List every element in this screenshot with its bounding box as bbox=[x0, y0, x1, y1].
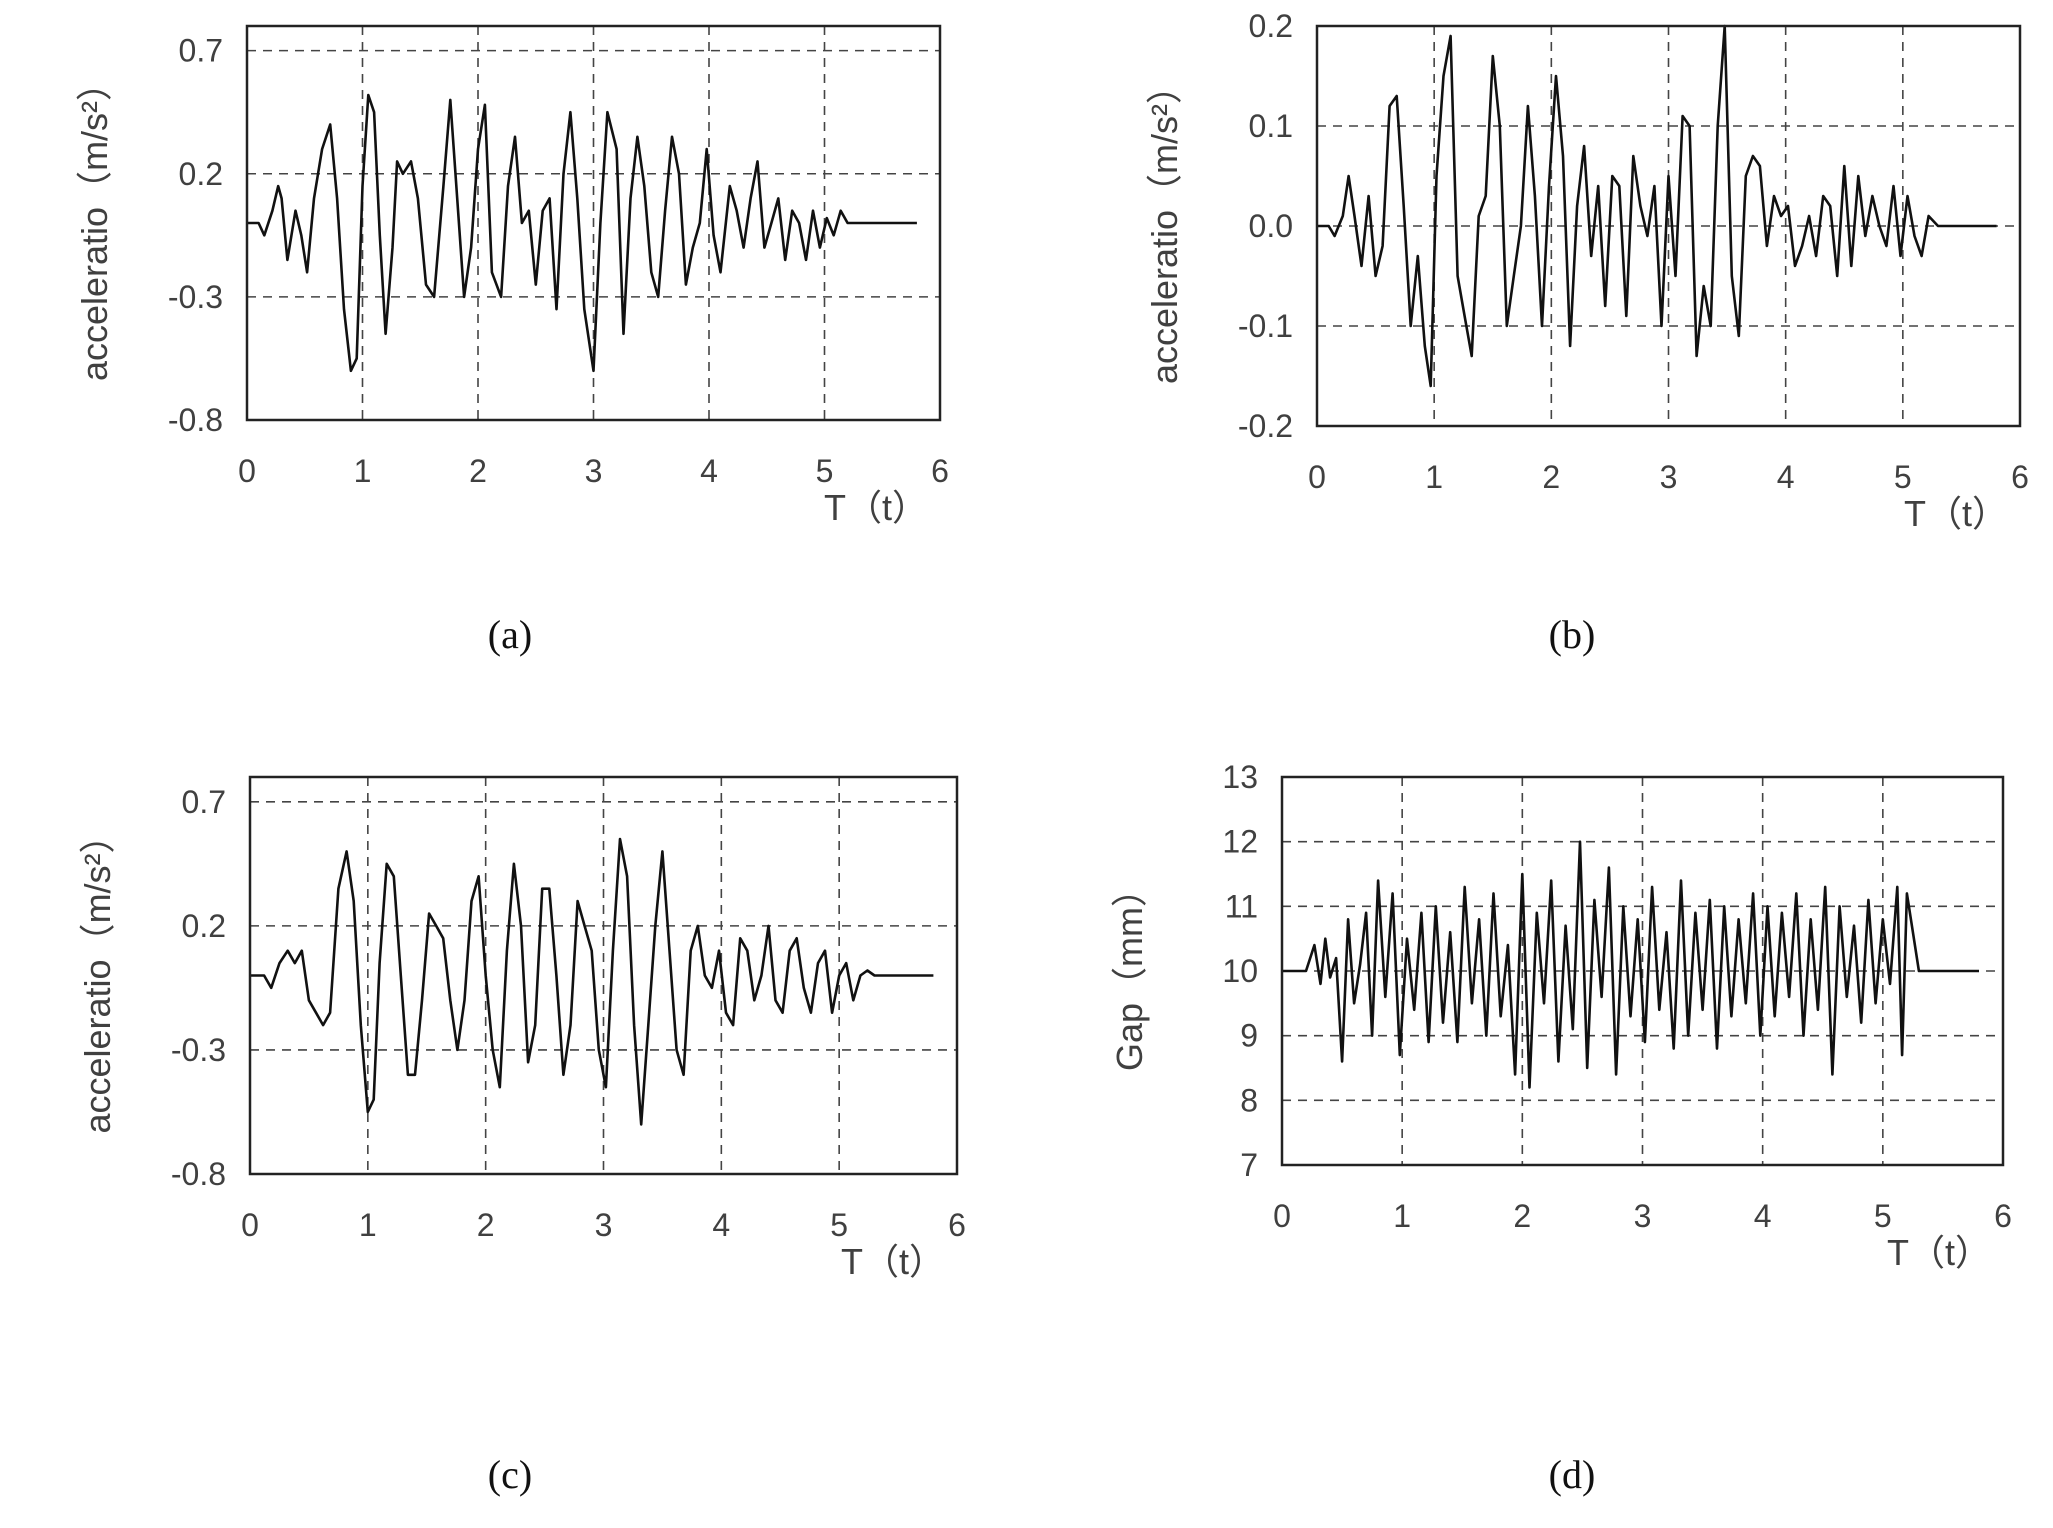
y-tick-label: 0.2 bbox=[182, 908, 226, 944]
x-axis-label: T（t） bbox=[841, 1241, 945, 1282]
x-tick-label: 3 bbox=[1634, 1198, 1652, 1234]
x-tick-label: 4 bbox=[712, 1207, 730, 1243]
x-tick-label: 6 bbox=[1994, 1198, 2012, 1234]
x-tick-label: 0 bbox=[241, 1207, 259, 1243]
y-tick-label: -0.8 bbox=[171, 1156, 226, 1192]
x-tick-label: 5 bbox=[1894, 459, 1912, 495]
y-tick-label: -0.3 bbox=[171, 1032, 226, 1068]
x-tick-label: 2 bbox=[1513, 1198, 1531, 1234]
y-axis-label: acceleratio（m/s²） bbox=[77, 817, 118, 1133]
x-tick-label: 3 bbox=[595, 1207, 613, 1243]
chart-panel-b: -0.2 -0.1 0.0 0.1 0.2 0 1 2 3 4 5 6T（t） acceleratio（… bbox=[1144, 8, 2029, 657]
panel-caption: (d) bbox=[1549, 1452, 1596, 1497]
y-tick-label: 7 bbox=[1240, 1147, 1258, 1183]
x-tick-label: 4 bbox=[700, 453, 718, 489]
x-tick-label: 6 bbox=[931, 453, 949, 489]
x-tick-label: 5 bbox=[830, 1207, 848, 1243]
y-tick-label: -0.2 bbox=[1238, 408, 1293, 444]
x-axis-label: T（t） bbox=[824, 487, 928, 528]
x-tick-label: 4 bbox=[1777, 459, 1795, 495]
x-tick-label: 1 bbox=[359, 1207, 377, 1243]
y-tick-label: -0.1 bbox=[1238, 308, 1293, 344]
x-axis-label: T（t） bbox=[1904, 493, 2008, 534]
panel-caption: (b) bbox=[1549, 612, 1596, 657]
y-tick-label: -0.3 bbox=[168, 279, 223, 315]
y-axis-label: acceleratio（m/s²） bbox=[74, 65, 115, 381]
x-tick-label: 1 bbox=[1425, 459, 1443, 495]
x-tick-label: 6 bbox=[948, 1207, 966, 1243]
y-tick-label: 0.0 bbox=[1249, 208, 1293, 244]
data-series-line bbox=[250, 837, 934, 1126]
x-tick-label: 6 bbox=[2011, 459, 2029, 495]
y-tick-label: 9 bbox=[1240, 1018, 1258, 1054]
data-series-line bbox=[1317, 24, 1997, 388]
x-tick-label: 2 bbox=[477, 1207, 495, 1243]
y-tick-label: 0.1 bbox=[1249, 108, 1293, 144]
y-tick-label: 12 bbox=[1222, 824, 1258, 860]
plot-frame bbox=[245, 24, 942, 422]
y-tick-label: 8 bbox=[1240, 1082, 1258, 1118]
x-axis-label: T（t） bbox=[1887, 1232, 1991, 1273]
data-series-line bbox=[247, 93, 917, 373]
y-tick-label: 0.7 bbox=[179, 33, 223, 69]
x-tick-label: 4 bbox=[1754, 1198, 1772, 1234]
y-tick-label: 11 bbox=[1225, 888, 1258, 924]
x-tick-label: 0 bbox=[1308, 459, 1326, 495]
x-tick-label: 5 bbox=[1874, 1198, 1892, 1234]
x-tick-label: 2 bbox=[469, 453, 487, 489]
y-tick-label: 0.7 bbox=[182, 784, 226, 820]
x-tick-label: 1 bbox=[1393, 1198, 1411, 1234]
x-tick-label: 3 bbox=[1660, 459, 1678, 495]
y-tick-label: 0.2 bbox=[179, 156, 223, 192]
data-series-line bbox=[1282, 840, 1979, 1089]
plot-frame bbox=[248, 775, 959, 1176]
y-tick-label: -0.8 bbox=[168, 402, 223, 438]
y-axis-label: acceleratio（m/s²） bbox=[1144, 68, 1185, 384]
y-tick-label: 13 bbox=[1222, 759, 1258, 795]
x-tick-label: 2 bbox=[1542, 459, 1560, 495]
panel-caption: (a) bbox=[488, 612, 532, 657]
x-tick-label: 1 bbox=[354, 453, 372, 489]
y-tick-label: 10 bbox=[1222, 953, 1258, 989]
x-tick-label: 3 bbox=[585, 453, 603, 489]
chart-panel-c: -0.8 -0.3 0.2 0.7 0 1 2 3 4 5 6T（t） acceleratio（m/s… bbox=[77, 775, 966, 1497]
x-tick-label: 5 bbox=[816, 453, 834, 489]
x-tick-label: 0 bbox=[1273, 1198, 1291, 1234]
chart-panel-a: -0.8 -0.3 0.2 0.7 0 1 2 3 4 5 6T（t） acceleratio（m/s… bbox=[74, 24, 949, 657]
panel-caption: (c) bbox=[488, 1452, 532, 1497]
plot-frame bbox=[1315, 24, 2022, 428]
y-axis-label: Gap（mm） bbox=[1109, 871, 1150, 1071]
plot-frame bbox=[1280, 775, 2005, 1167]
y-tick-label: 0.2 bbox=[1249, 8, 1293, 44]
x-tick-label: 0 bbox=[238, 453, 256, 489]
